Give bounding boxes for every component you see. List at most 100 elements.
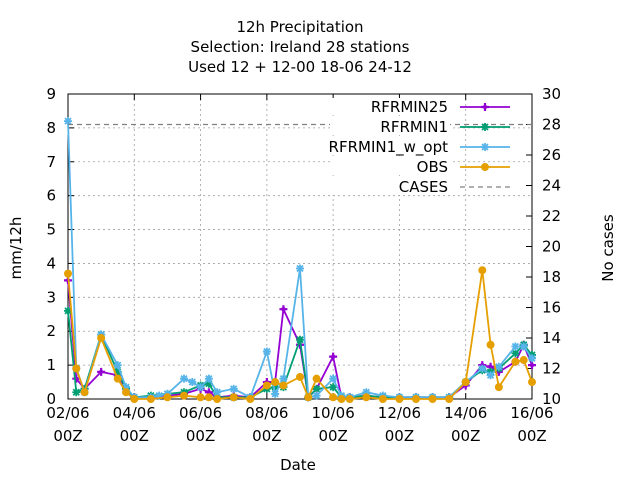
y-tick-label: 2 (46, 322, 56, 340)
data-point (130, 395, 139, 403)
data-point (113, 361, 122, 370)
x-tick-label-date: 12/06 (378, 404, 421, 422)
data-point (113, 374, 122, 383)
x-tick-label-date: 06/06 (179, 404, 222, 422)
y2-tick-label: 14 (542, 329, 561, 347)
data-point (329, 374, 338, 383)
data-point-core (529, 362, 535, 368)
x-tick-label-hour: 00Z (517, 427, 546, 445)
data-point (213, 395, 222, 403)
data-point (478, 364, 487, 373)
data-point (122, 383, 130, 392)
x-tick-label-date: 16/06 (510, 404, 553, 422)
data-point (478, 266, 487, 275)
y2-tick-label: 16 (542, 299, 561, 317)
data-point-core (488, 364, 493, 370)
data-point (296, 372, 304, 381)
data-point (486, 371, 495, 380)
data-point (196, 383, 205, 392)
data-point (113, 367, 122, 376)
data-point (519, 342, 528, 351)
x-tick-label-hour: 00Z (451, 427, 480, 445)
data-point (412, 395, 420, 403)
data-point-core (206, 390, 212, 395)
data-point (304, 393, 313, 402)
y-tick-label: 0 (46, 390, 56, 408)
x-tick-label-date: 10/06 (312, 404, 355, 422)
y2-tick-label: 10 (542, 390, 561, 408)
data-point (279, 381, 288, 390)
x-tick-label-hour: 00Z (53, 427, 82, 445)
x-tick-label-date: 02/06 (46, 404, 89, 422)
x-tick-label-date: 08/06 (245, 404, 288, 422)
y2-tick-label: 28 (542, 116, 561, 134)
data-point (97, 334, 106, 342)
data-point (229, 384, 238, 393)
data-point (213, 388, 222, 397)
data-point (196, 393, 205, 402)
data-point (378, 395, 387, 403)
data-point (528, 354, 536, 363)
data-point (395, 395, 404, 403)
legend-bg (330, 98, 450, 115)
data-point (80, 388, 89, 397)
data-point (312, 384, 321, 393)
data-point (329, 393, 338, 402)
data-point (246, 395, 255, 403)
data-point (64, 306, 72, 315)
title-line-3: Used 12 + 12-00 18-06 24-12 (188, 58, 412, 76)
y2-tick-label: 18 (542, 268, 561, 286)
title-line-1: 12h Precipitation (236, 18, 363, 36)
plot-border (67, 93, 533, 400)
legend-label: OBS (417, 158, 448, 176)
data-point (155, 391, 164, 400)
data-point-core (98, 369, 104, 375)
legend-marker (481, 143, 489, 151)
data-point (271, 389, 280, 398)
data-point (312, 391, 321, 400)
data-point (163, 393, 172, 402)
data-point (180, 391, 188, 400)
y2-tick-label: 24 (542, 177, 561, 195)
data-point-core (330, 354, 336, 359)
y-tick-label: 6 (46, 187, 56, 205)
data-point (511, 349, 520, 358)
legend-marker (481, 123, 489, 131)
axis-ticks: 0123456789101214161820222426283002/0600Z… (46, 85, 561, 445)
series-group (64, 117, 536, 403)
data-point (511, 342, 520, 351)
x-axis-label: Date (280, 456, 316, 474)
y-tick-label: 9 (46, 85, 56, 103)
data-point (329, 383, 338, 392)
x-tick-label-hour: 00Z (385, 427, 414, 445)
data-point (271, 383, 280, 392)
data-point (204, 374, 213, 383)
series-rfrmin1-w-opt (64, 117, 536, 402)
data-point (428, 395, 437, 403)
data-point (528, 378, 536, 387)
legend-bg (330, 158, 450, 175)
data-point (204, 393, 213, 402)
data-point (180, 374, 188, 383)
data-point (519, 356, 528, 365)
legend-label: CASES (399, 178, 448, 196)
data-point (345, 395, 354, 403)
grid-lines (68, 94, 532, 399)
x-tick-label-hour: 00Z (252, 427, 281, 445)
data-point (362, 393, 371, 402)
series-line (67, 121, 533, 399)
y-tick-label: 1 (46, 356, 56, 374)
y-axis-label: mm/12h (7, 217, 25, 280)
y2-tick-label: 22 (542, 207, 561, 225)
y2-tick-label: 20 (542, 238, 561, 256)
title-line-2: Selection: Ireland 28 stations (191, 38, 410, 56)
y-tick-label: 8 (46, 119, 56, 137)
data-point (122, 388, 130, 397)
x-tick-label-hour: 00Z (120, 427, 149, 445)
data-point (271, 378, 280, 387)
legend-marker-core (482, 104, 488, 110)
data-point (296, 335, 304, 344)
y2-tick-label: 12 (542, 360, 561, 378)
